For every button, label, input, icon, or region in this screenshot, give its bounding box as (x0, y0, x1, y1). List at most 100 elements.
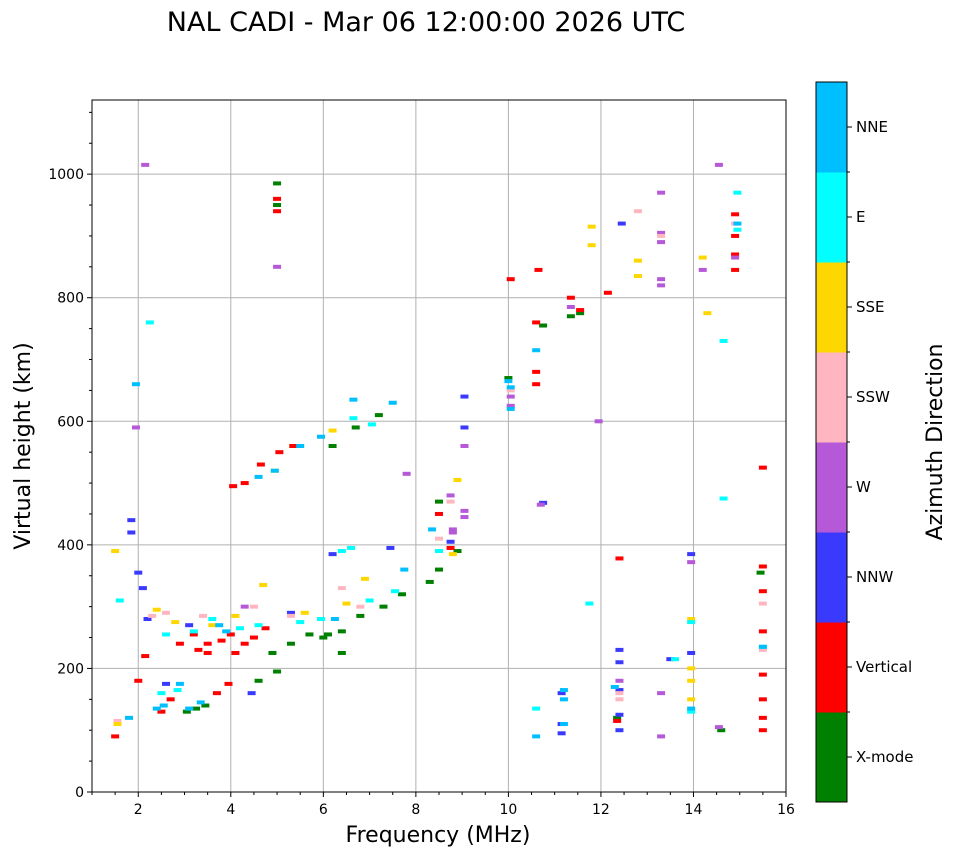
data-point-vertical (226, 632, 235, 637)
data-point-nnw (185, 623, 194, 628)
data-point-w (657, 734, 666, 739)
x-tick-label: 2 (134, 802, 143, 818)
data-point-w (273, 264, 282, 269)
grid-lines (92, 100, 786, 792)
colorbar-segment (816, 622, 847, 713)
colorbar-segment (816, 352, 847, 443)
data-point-w (731, 255, 740, 260)
data-point-nne (270, 468, 279, 473)
data-point-nne (428, 527, 437, 532)
colorbar-segment (816, 442, 847, 533)
data-point-sse (687, 666, 696, 671)
data-point-vertical (189, 632, 198, 637)
data-point-sse (703, 311, 712, 316)
data-point-nne (159, 703, 168, 708)
data-point-w (698, 267, 707, 272)
data-point-vertical (758, 589, 767, 594)
data-point-nne (125, 715, 134, 720)
data-point-e (687, 620, 696, 625)
data-point-x-mode (566, 314, 575, 319)
data-point-nne (296, 444, 305, 448)
data-point-nne (400, 567, 409, 572)
colorbar: X-mode Vertical NNW W SSW SSE E NNE (816, 82, 913, 803)
data-point-w (506, 394, 515, 399)
data-point-nne (349, 397, 358, 402)
data-point-e (391, 589, 400, 594)
data-point-e (733, 227, 742, 232)
data-point-nnw (247, 691, 256, 696)
data-point-x-mode (182, 709, 191, 714)
colorbar-label: SSE (856, 298, 885, 316)
data-point-vertical (273, 196, 282, 201)
data-point-sse (171, 620, 180, 625)
data-point-vertical (615, 556, 624, 561)
data-point-sse (113, 722, 122, 727)
data-point-ssw (506, 388, 515, 393)
data-point-w (714, 162, 723, 167)
data-point-nnw (127, 518, 136, 523)
colorbar-segment (816, 172, 847, 263)
data-point-nne (610, 684, 619, 689)
data-point-w (536, 502, 545, 507)
data-point-nne (254, 474, 263, 479)
data-point-sse (152, 607, 161, 612)
data-point-ssw (249, 604, 258, 609)
data-point-vertical (224, 681, 233, 686)
data-point-e (296, 620, 305, 625)
data-point-vertical (212, 691, 221, 696)
data-point-x-mode (425, 579, 434, 584)
data-point-w (657, 283, 666, 288)
x-tick-label: 6 (319, 802, 328, 818)
colorbar-label: NNW (856, 568, 893, 586)
data-point-vertical (194, 647, 203, 652)
data-point-e (349, 416, 358, 421)
data-point-x-mode (756, 570, 765, 575)
data-point-nne (388, 400, 397, 405)
data-point-e (157, 691, 166, 696)
data-point-e (189, 629, 198, 634)
data-point-nne (152, 706, 161, 711)
data-point-vertical (731, 252, 740, 257)
data-point-e (367, 422, 376, 427)
data-point-e (337, 549, 346, 554)
data-point-nnw (127, 530, 136, 535)
data-point-nne (559, 688, 568, 693)
data-point-nnw (557, 731, 566, 736)
data-point-x-mode (328, 444, 337, 448)
data-point-vertical (240, 481, 249, 486)
data-point-w (131, 425, 140, 430)
data-point-vertical (758, 564, 767, 569)
data-point-x-mode (254, 678, 263, 683)
data-point-x-mode (201, 703, 210, 708)
colorbar-segment (816, 532, 847, 623)
data-point-vertical (273, 209, 282, 214)
data-point-e (145, 320, 154, 325)
data-point-vertical (175, 641, 184, 646)
data-point-vertical (566, 295, 575, 300)
data-point-nne (185, 706, 194, 711)
data-point-vertical (506, 277, 515, 282)
data-point-vertical (111, 734, 120, 739)
data-point-x-mode (337, 629, 346, 634)
data-point-w (615, 678, 624, 683)
data-point-nnw (615, 712, 624, 717)
data-point-nne (131, 382, 140, 387)
data-point-nnw (615, 688, 624, 693)
data-point-ssw (162, 610, 171, 615)
colorbar-frame (815, 81, 848, 803)
data-point-vertical (576, 308, 585, 313)
data-point-sse (687, 697, 696, 702)
data-point-sse (342, 601, 351, 606)
data-point-nnw (687, 650, 696, 655)
data-point-sse (587, 243, 596, 248)
data-point-nne (330, 617, 339, 621)
data-point-e (208, 617, 217, 621)
data-point-w (657, 190, 666, 195)
x-tick-label: 14 (685, 802, 703, 818)
y-tick-label: 0 (75, 785, 84, 801)
data-point-vertical (261, 626, 270, 631)
data-point-x-mode (504, 376, 513, 381)
data-point-x-mode (268, 650, 277, 655)
data-point-vertical (613, 718, 622, 723)
data-point-sse (687, 678, 696, 683)
